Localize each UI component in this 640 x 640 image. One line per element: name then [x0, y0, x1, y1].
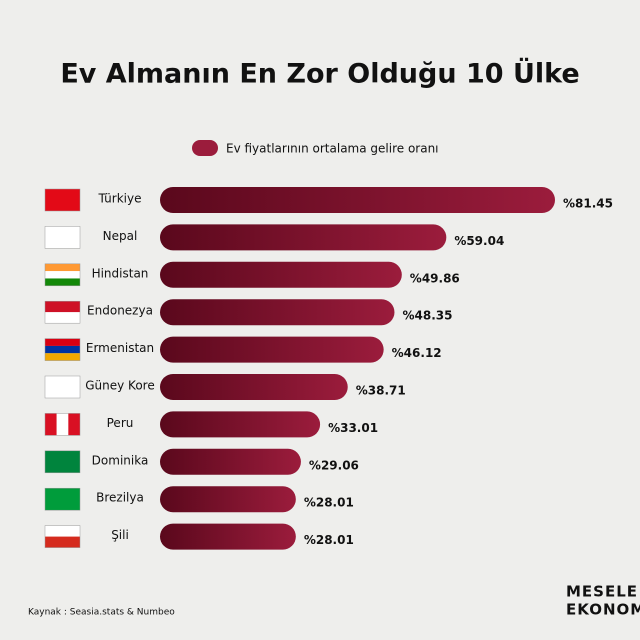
bar [160, 224, 447, 251]
flag [45, 353, 80, 361]
bar [160, 523, 296, 550]
value-label: %48.35 [402, 309, 452, 323]
flag [45, 345, 80, 354]
brand: MESELE [566, 583, 638, 601]
value-label: %49.86 [410, 271, 460, 285]
bar [160, 448, 301, 475]
bar [160, 374, 348, 400]
flag [45, 376, 80, 398]
y-tick-label: Brezilya [96, 491, 144, 505]
flag [45, 271, 80, 279]
value-label: %33.01 [328, 421, 378, 435]
y-tick-label: Ermenistan [86, 341, 154, 355]
flag [56, 413, 69, 436]
value-label: %81.45 [563, 197, 613, 211]
flag [45, 263, 80, 272]
flag [45, 450, 80, 473]
value-label: %28.01 [304, 496, 354, 510]
flag-border [44, 226, 81, 249]
bar [160, 411, 321, 438]
y-tick-label: Türkiye [98, 192, 142, 206]
source: Kaynak : Seasia.stats & Numbeo [28, 608, 175, 618]
flag [45, 525, 80, 537]
bar [160, 299, 395, 326]
y-tick-label: Güney Kore [85, 379, 154, 393]
flag-border [44, 263, 81, 287]
value-label: %59.04 [454, 234, 504, 248]
flag [45, 536, 80, 548]
flag-border [44, 487, 81, 511]
bar [160, 486, 296, 513]
flag-border [44, 188, 81, 212]
flag [68, 413, 80, 436]
flag [45, 413, 57, 436]
y-tick-label: Nepal [103, 229, 138, 243]
y-tick-label: Dominika [92, 453, 149, 467]
flag [45, 278, 80, 286]
flag [45, 189, 80, 211]
flag-border [44, 525, 81, 548]
y-tick-label: Endonezya [87, 304, 153, 318]
bar [160, 336, 384, 363]
value-label: %46.12 [392, 346, 442, 360]
brand: EKONOMI [566, 601, 640, 619]
legend-swatch [192, 140, 218, 156]
flag-border [44, 450, 81, 474]
value-label: %29.06 [309, 458, 359, 472]
y-tick-label: Şili [111, 528, 129, 542]
flag-border [44, 375, 81, 399]
bar [160, 261, 402, 288]
flag [45, 338, 80, 346]
flag [45, 301, 80, 313]
flag-border [44, 300, 81, 324]
flag-border [44, 413, 81, 436]
y-tick-label: Peru [107, 416, 134, 430]
flag [45, 312, 80, 324]
flag-border [44, 338, 81, 361]
y-tick-label: Hindistan [92, 266, 149, 280]
bar [160, 187, 555, 213]
flag [45, 488, 80, 511]
value-label: %38.71 [356, 384, 406, 398]
chart-title: Ev Almanın En Zor Olduğu 10 Ülke [60, 57, 579, 90]
flag [45, 226, 80, 249]
value-label: %28.01 [304, 533, 354, 547]
legend-label: Ev fiyatlarının ortalama gelire oranı [226, 142, 439, 156]
